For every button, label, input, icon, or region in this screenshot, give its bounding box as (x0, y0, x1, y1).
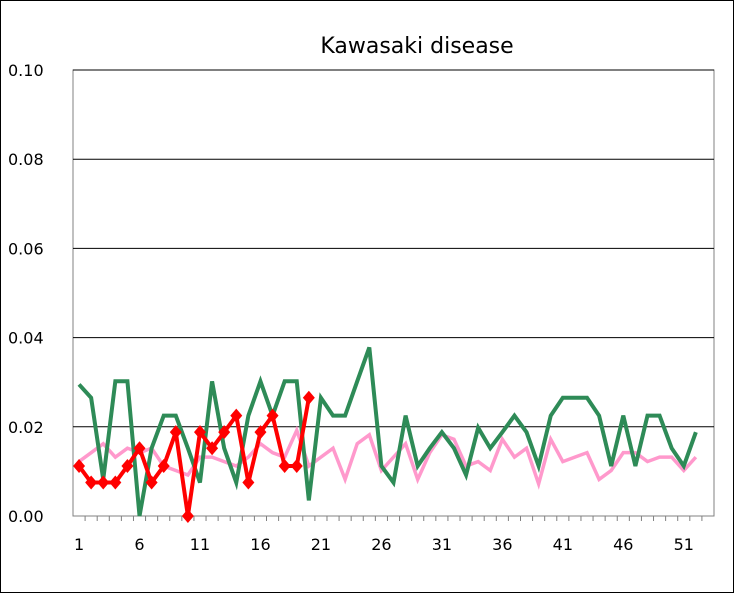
y-tick-label: 0.08 (8, 150, 44, 169)
x-tick-label: 26 (371, 535, 391, 554)
data-point-marker (193, 425, 206, 440)
data-point-marker (97, 475, 110, 490)
data-point-marker (109, 475, 122, 490)
data-point-marker (181, 509, 194, 523)
chart-title: Kawasaki disease (320, 34, 513, 59)
data-point-marker (206, 441, 219, 456)
data-point-marker (145, 475, 158, 490)
data-point-marker (133, 441, 146, 456)
data-point-marker (302, 390, 315, 405)
series-line-2 (77, 346, 698, 517)
x-tick-label: 21 (311, 535, 331, 554)
y-tick-label: 0.06 (8, 239, 44, 258)
y-tick-label: 0.00 (8, 507, 44, 526)
data-point-marker (230, 408, 243, 423)
data-point-marker (278, 459, 291, 474)
x-tick-label: 31 (432, 535, 452, 554)
x-tick-label: 41 (553, 535, 573, 554)
series-layer (73, 346, 698, 523)
data-point-marker (73, 459, 86, 474)
x-axis-tick-labels: 1 6 11 16 21 26 31 36 41 46 51 (74, 535, 694, 554)
x-tick-label: 6 (134, 535, 144, 554)
data-point-marker (121, 459, 134, 474)
x-tick-label: 51 (674, 535, 694, 554)
data-point-marker (266, 408, 279, 423)
data-point-marker (218, 425, 231, 440)
data-point-marker (254, 425, 267, 440)
x-tick-label: 1 (74, 535, 84, 554)
x-tick-label: 16 (250, 535, 270, 554)
x-tick-label: 36 (492, 535, 512, 554)
y-tick-label: 0.02 (8, 418, 44, 437)
x-tick-label: 46 (613, 535, 633, 554)
data-point-marker (157, 459, 170, 474)
y-axis-tick-labels: 0.00 0.02 0.04 0.06 0.08 0.10 (8, 61, 44, 526)
data-point-marker (242, 475, 255, 490)
y-tick-label: 0.10 (8, 61, 44, 80)
data-point-marker (290, 459, 303, 474)
y-tick-label: 0.04 (8, 329, 44, 348)
x-tick-label: 11 (190, 535, 210, 554)
data-point-marker (169, 425, 182, 440)
data-point-marker (85, 475, 98, 490)
